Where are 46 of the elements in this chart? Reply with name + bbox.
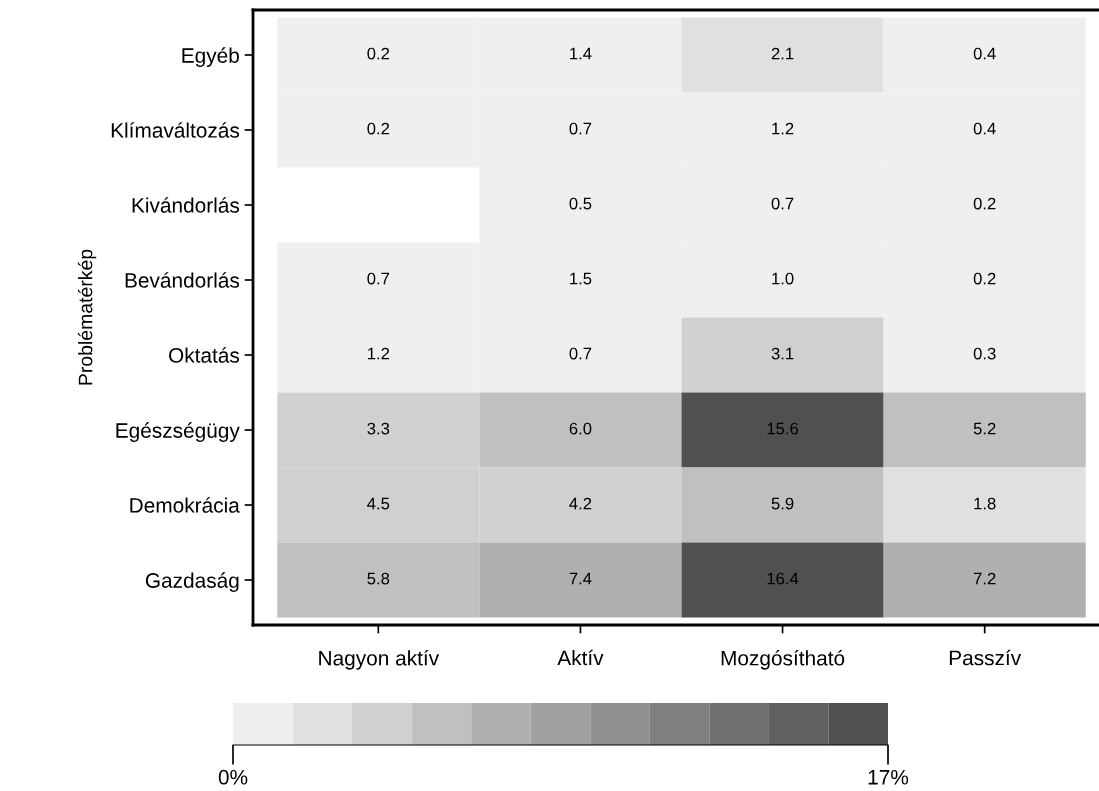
y-tick-label: Klímaváltozás: [111, 122, 240, 138]
data-label: 15.6: [767, 422, 799, 435]
data-label: 16.4: [767, 572, 799, 585]
data-label: 0.2: [367, 122, 390, 135]
data-label: 3.3: [367, 422, 390, 435]
x-tick-label: Passzív: [949, 649, 1022, 666]
x-tick-label: Nagyon aktív: [319, 650, 440, 670]
color-bar-label: 0%: [218, 769, 248, 785]
data-label: 0.3: [973, 347, 996, 360]
y-axis-title: Problématérkép: [77, 249, 97, 385]
y-tick-label: Egyéb: [182, 47, 239, 67]
data-label: 5.8: [367, 572, 390, 585]
data-label: 0.2: [973, 272, 996, 285]
data-label: 4.2: [569, 497, 592, 510]
data-label: 0.4: [973, 122, 996, 135]
x-tick-label: Mozgósítható: [721, 650, 845, 670]
data-label: 0.5: [569, 197, 592, 210]
data-label: 5.9: [771, 497, 794, 510]
y-tick-label: Demokrácia: [130, 497, 240, 513]
data-label: 1.2: [368, 347, 390, 360]
y-tick-label: Gazdaság: [145, 572, 239, 592]
data-label: 1.2: [772, 122, 794, 135]
data-label: 1.0: [772, 272, 794, 285]
y-tick-label: Oktatás: [169, 347, 240, 363]
data-label: 3.1: [771, 347, 794, 360]
data-label: 5.2: [973, 422, 996, 435]
color-bar-label: 17%: [868, 769, 909, 785]
data-label: 0.7: [569, 122, 592, 135]
y-tick-label: Bevándorlás: [125, 272, 240, 288]
data-label: 6.0: [569, 422, 592, 435]
data-label: 7.2: [973, 572, 996, 585]
data-label: 4.5: [367, 497, 390, 510]
data-label: 1.4: [570, 47, 592, 60]
data-label: 2.1: [771, 47, 794, 60]
data-label: 0.4: [973, 47, 996, 60]
data-label: 0.2: [367, 47, 390, 60]
data-label: 1.8: [974, 497, 996, 510]
x-tick-label: Aktív: [557, 649, 604, 666]
data-label: 0.7: [367, 272, 390, 285]
data-label: 7.4: [569, 572, 592, 585]
data-label: 1.5: [570, 272, 592, 285]
y-tick-label: Egészségügy: [116, 422, 240, 442]
data-label: 0.2: [973, 197, 996, 210]
data-label: 0.7: [569, 347, 592, 360]
y-tick-label: Kivándorlás: [132, 197, 240, 213]
data-label: 0.7: [771, 197, 794, 210]
